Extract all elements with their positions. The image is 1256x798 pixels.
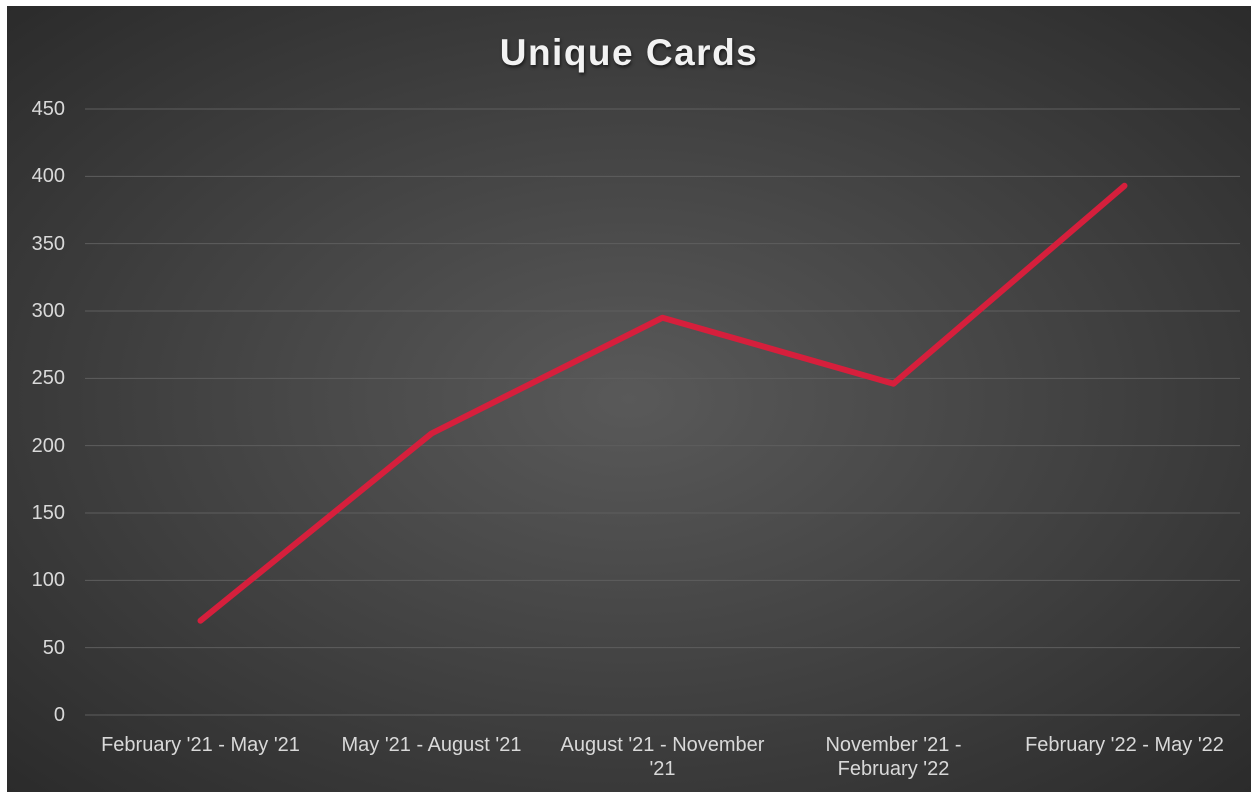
y-tick-label: 450: [31, 98, 65, 120]
x-tick-label: May '21 - August '21: [341, 734, 522, 756]
chart-frame: Unique Cards 0 50 100 150 200 250 300 350 400 450…: [7, 6, 1251, 792]
x-tick-label: February '21 - May '21: [101, 734, 300, 756]
y-tick-label: 400: [31, 165, 65, 188]
y-tick-label: 350: [31, 232, 65, 255]
x-tick-label: February '22 - May '22: [1025, 734, 1224, 756]
y-tick-label: 0: [53, 704, 65, 726]
y-tick-label: 200: [31, 434, 65, 457]
y-tick-label: 300: [31, 300, 65, 322]
chart-title: Unique Cards: [499, 32, 759, 73]
y-tick-label: 50: [42, 636, 65, 659]
x-tick-label: August '21 - November '21: [560, 734, 765, 780]
y-tick-label: 150: [31, 502, 65, 524]
data-line: [197, 182, 1128, 624]
chart: [85, 108, 1240, 716]
y-tick-label: 250: [31, 367, 65, 390]
y-tick-label: 100: [31, 569, 65, 592]
x-tick-label: November '21 - February '22: [825, 734, 962, 780]
